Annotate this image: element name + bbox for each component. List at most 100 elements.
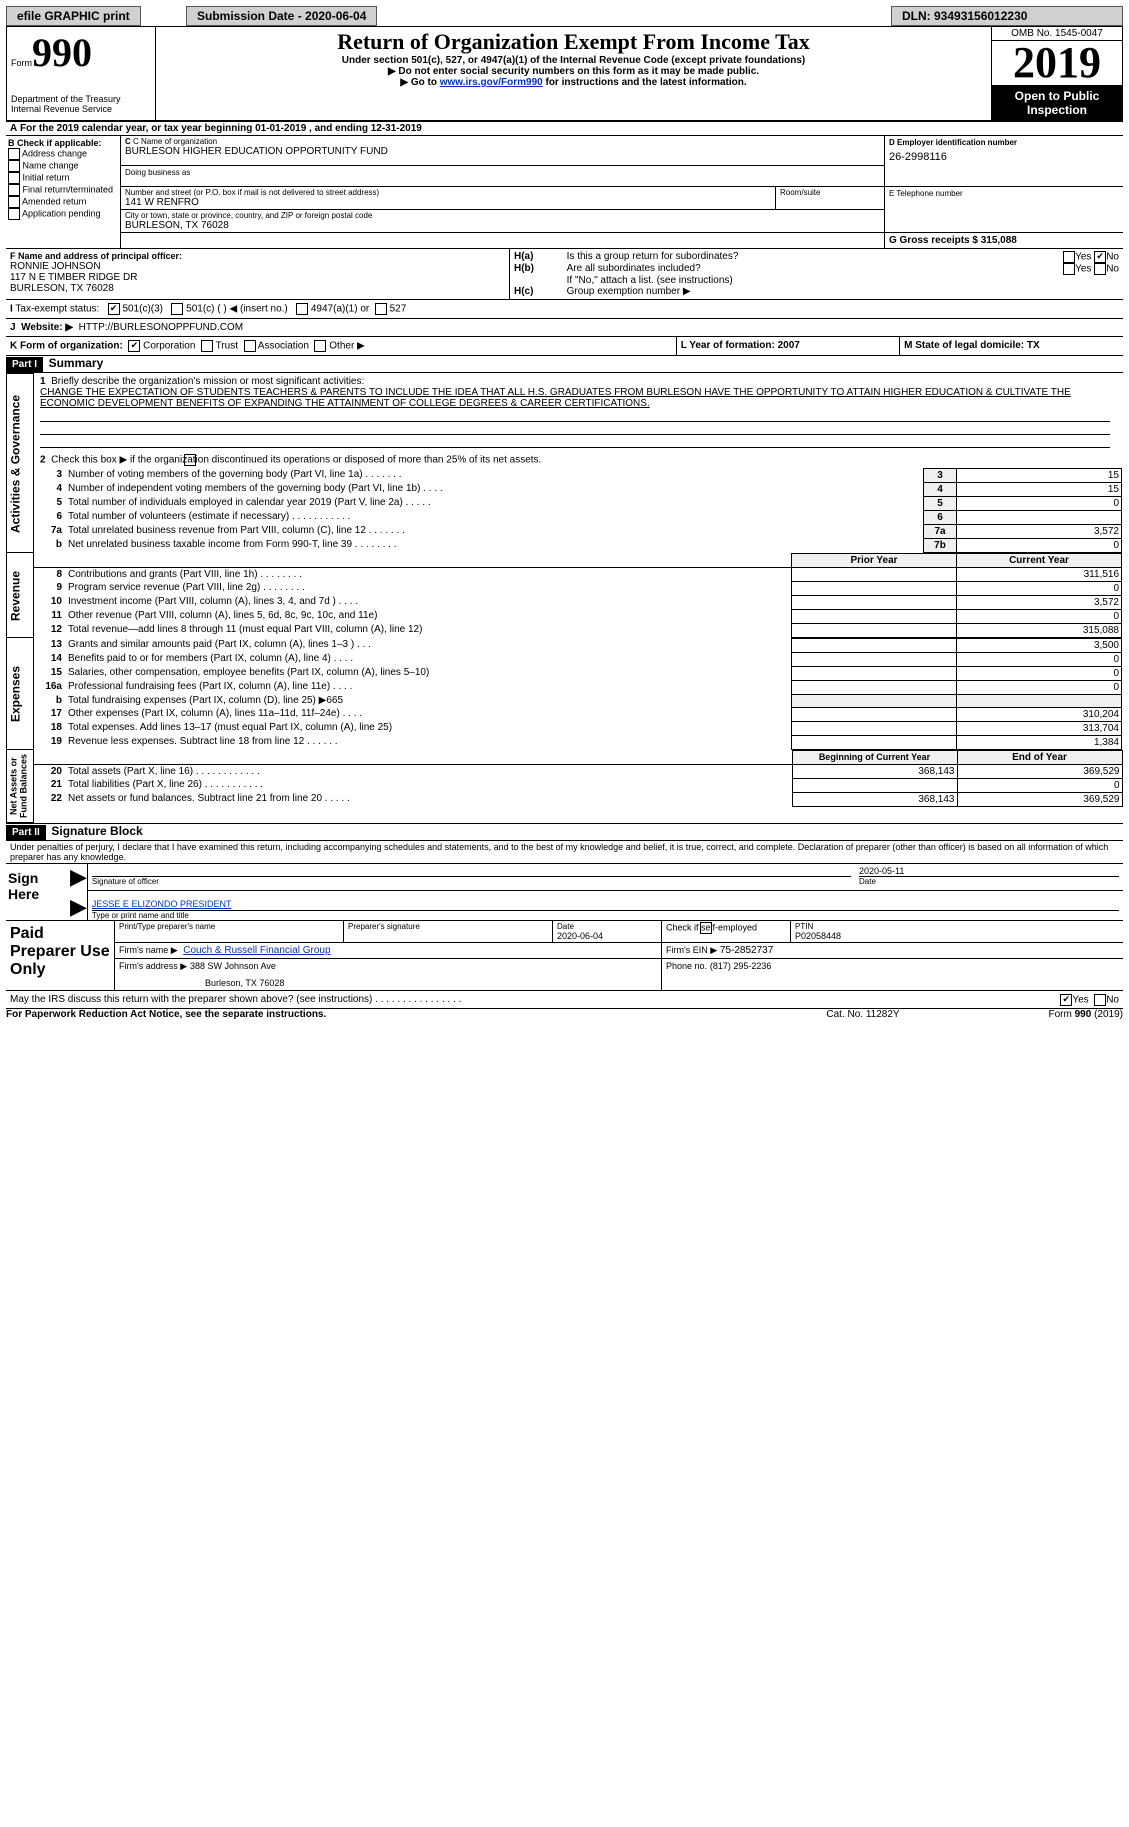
declaration: Under penalties of perjury, I declare th… <box>6 841 1123 864</box>
hc: Group exemption number ▶ <box>567 286 1119 297</box>
ha-no[interactable]: ✔ <box>1094 251 1106 263</box>
discuss-row: May the IRS discuss this return with the… <box>6 991 1123 1009</box>
cb-init[interactable] <box>8 172 20 184</box>
ha: Is this a group return for subordinates? <box>567 251 1019 263</box>
city: BURLESON, TX 76028 <box>125 220 880 231</box>
cb-501c3[interactable]: ✔ <box>108 303 120 315</box>
sub1: Under section 501(c), 527, or 4947(a)(1)… <box>166 55 981 66</box>
tax-year: 2019 <box>992 41 1122 86</box>
form-header: Form990 Department of the Treasury Inter… <box>6 26 1123 121</box>
sub-date-btn: Submission Date - 2020-06-04 <box>186 6 377 26</box>
firm-ein: 75-2852737 <box>720 945 773 956</box>
name-label: Type or print name and title <box>92 910 1119 920</box>
prior-hdr: Prior Year <box>792 553 957 567</box>
sub2: ▶ Do not enter social security numbers o… <box>166 66 981 77</box>
sign-here: Sign Here <box>6 864 70 920</box>
fh-block: F Name and address of principal officer:… <box>6 249 1123 300</box>
a-line: A For the 2019 calendar year, or tax yea… <box>6 121 1123 136</box>
discuss-no[interactable] <box>1094 994 1106 1006</box>
f1: RONNIE JOHNSON <box>10 261 505 272</box>
g-receipts: G Gross receipts $ 315,088 <box>885 233 1124 249</box>
prep-date: 2020-06-04 <box>557 931 657 941</box>
klm-row: K Form of organization: ✔ Corporation Tr… <box>6 337 1123 356</box>
irs-link[interactable]: www.irs.gov/Form990 <box>440 77 543 88</box>
ein: 26-2998116 <box>889 147 1119 163</box>
open-public: Open to Public Inspection <box>992 86 1122 120</box>
sign-here-block: Sign Here ▶ Signature of officer 2020-05… <box>6 864 1123 921</box>
cb-addr[interactable] <box>8 148 20 160</box>
form-title: Return of Organization Exempt From Incom… <box>166 29 981 55</box>
firm-addr1: 388 SW Johnson Ave <box>190 961 276 971</box>
firm-phone: (817) 295-2236 <box>710 961 772 971</box>
cb-527[interactable] <box>375 303 387 315</box>
hb-no[interactable] <box>1094 263 1106 275</box>
mission: CHANGE THE EXPECTATION OF STUDENTS TEACH… <box>40 387 1116 409</box>
prep-name-label: Print/Type preparer's name <box>119 922 339 931</box>
efile-btn[interactable]: efile GRAPHIC print <box>6 6 141 26</box>
d-label: D Employer identification number <box>889 138 1119 147</box>
part1-title: Summary <box>49 356 104 370</box>
check-se: Check if self-employed <box>662 921 791 943</box>
part2-title: Signature Block <box>51 824 142 838</box>
part2-hdr-row: Part II Signature Block <box>6 823 1123 841</box>
cb-se[interactable] <box>700 922 712 934</box>
dln-btn: DLN: 93493156012230 <box>891 6 1123 26</box>
cb-corp[interactable]: ✔ <box>128 340 140 352</box>
website: HTTP://BURLESONOPPFUND.COM <box>79 322 243 333</box>
cb-final[interactable] <box>8 184 20 196</box>
cb-other[interactable] <box>314 340 326 352</box>
l-cell: L Year of formation: 2007 <box>676 337 899 356</box>
cb-amend[interactable] <box>8 196 20 208</box>
m-cell: M State of legal domicile: TX <box>900 337 1123 356</box>
cb-501c[interactable] <box>171 303 183 315</box>
ptin-label: PTIN <box>795 922 1119 931</box>
firm-name-label: Firm's name ▶ <box>119 945 178 955</box>
hc-note: If "No," attach a list. (see instruction… <box>567 275 1119 286</box>
paid-label: Paid Preparer Use Only <box>6 921 115 991</box>
paid-prep-block: Paid Preparer Use Only Print/Type prepar… <box>6 921 1123 991</box>
part1-body: Activities & Governance 1 Briefly descri… <box>6 373 1123 823</box>
hb: Are all subordinates included? <box>567 263 1019 275</box>
f3: BURLESON, TX 76028 <box>10 283 505 294</box>
ptin: P02058448 <box>795 931 1119 941</box>
c-label: C C Name of organization <box>125 137 880 146</box>
org-name: BURLESON HIGHER EDUCATION OPPORTUNITY FU… <box>125 146 880 157</box>
beg-hdr: Beginning of Current Year <box>792 750 957 764</box>
j-row: J Website: ▶ HTTP://BURLESONOPPFUND.COM <box>6 319 1123 337</box>
dept1: Department of the Treasury <box>11 94 151 104</box>
cb-4947[interactable] <box>296 303 308 315</box>
street-label: Number and street (or P.O. box if mail i… <box>125 188 771 197</box>
firm-name[interactable]: Couch & Russell Financial Group <box>183 945 330 956</box>
officer-name[interactable]: JESSE E ELIZONDO PRESIDENT <box>92 899 232 909</box>
bcde-block: B Check if applicable: Address change Na… <box>6 136 1123 249</box>
end-hdr: End of Year <box>957 750 1122 764</box>
prep-date-label: Date <box>557 922 657 931</box>
curr-hdr: Current Year <box>957 553 1122 567</box>
form-number: 990 <box>32 30 92 75</box>
sign-date: 2020-05-11 <box>859 866 1119 876</box>
cb-discont[interactable] <box>184 454 196 466</box>
firm-addr2: Burleson, TX 76028 <box>119 972 657 988</box>
prep-sig-label: Preparer's signature <box>348 922 548 931</box>
sig-off-label: Signature of officer <box>92 876 851 886</box>
ha-yes[interactable] <box>1063 251 1075 263</box>
i-row: I Tax-exempt status: ✔ 501(c)(3) 501(c) … <box>6 300 1123 319</box>
dept2: Internal Revenue Service <box>11 104 151 114</box>
cb-trust[interactable] <box>201 340 213 352</box>
footer: For Paperwork Reduction Act Notice, see … <box>6 1009 1123 1020</box>
cb-assoc[interactable] <box>244 340 256 352</box>
cb-app[interactable] <box>8 208 20 220</box>
part1-hdr: Part I <box>6 357 43 372</box>
b-label: B Check if applicable: <box>8 138 118 148</box>
form-label: Form <box>11 58 32 68</box>
street: 141 W RENFRO <box>125 197 771 208</box>
discuss-yes[interactable]: ✔ <box>1060 994 1072 1006</box>
room-label: Room/suite <box>780 188 880 197</box>
hb-yes[interactable] <box>1063 263 1075 275</box>
dba-label: Doing business as <box>125 166 880 177</box>
topbar: efile GRAPHIC print Submission Date - 20… <box>6 6 1123 26</box>
cb-name[interactable] <box>8 160 20 172</box>
city-label: City or town, state or province, country… <box>125 211 880 220</box>
date-label: Date <box>859 876 1119 886</box>
part1-hdr-row: Part I Summary <box>6 356 1123 373</box>
